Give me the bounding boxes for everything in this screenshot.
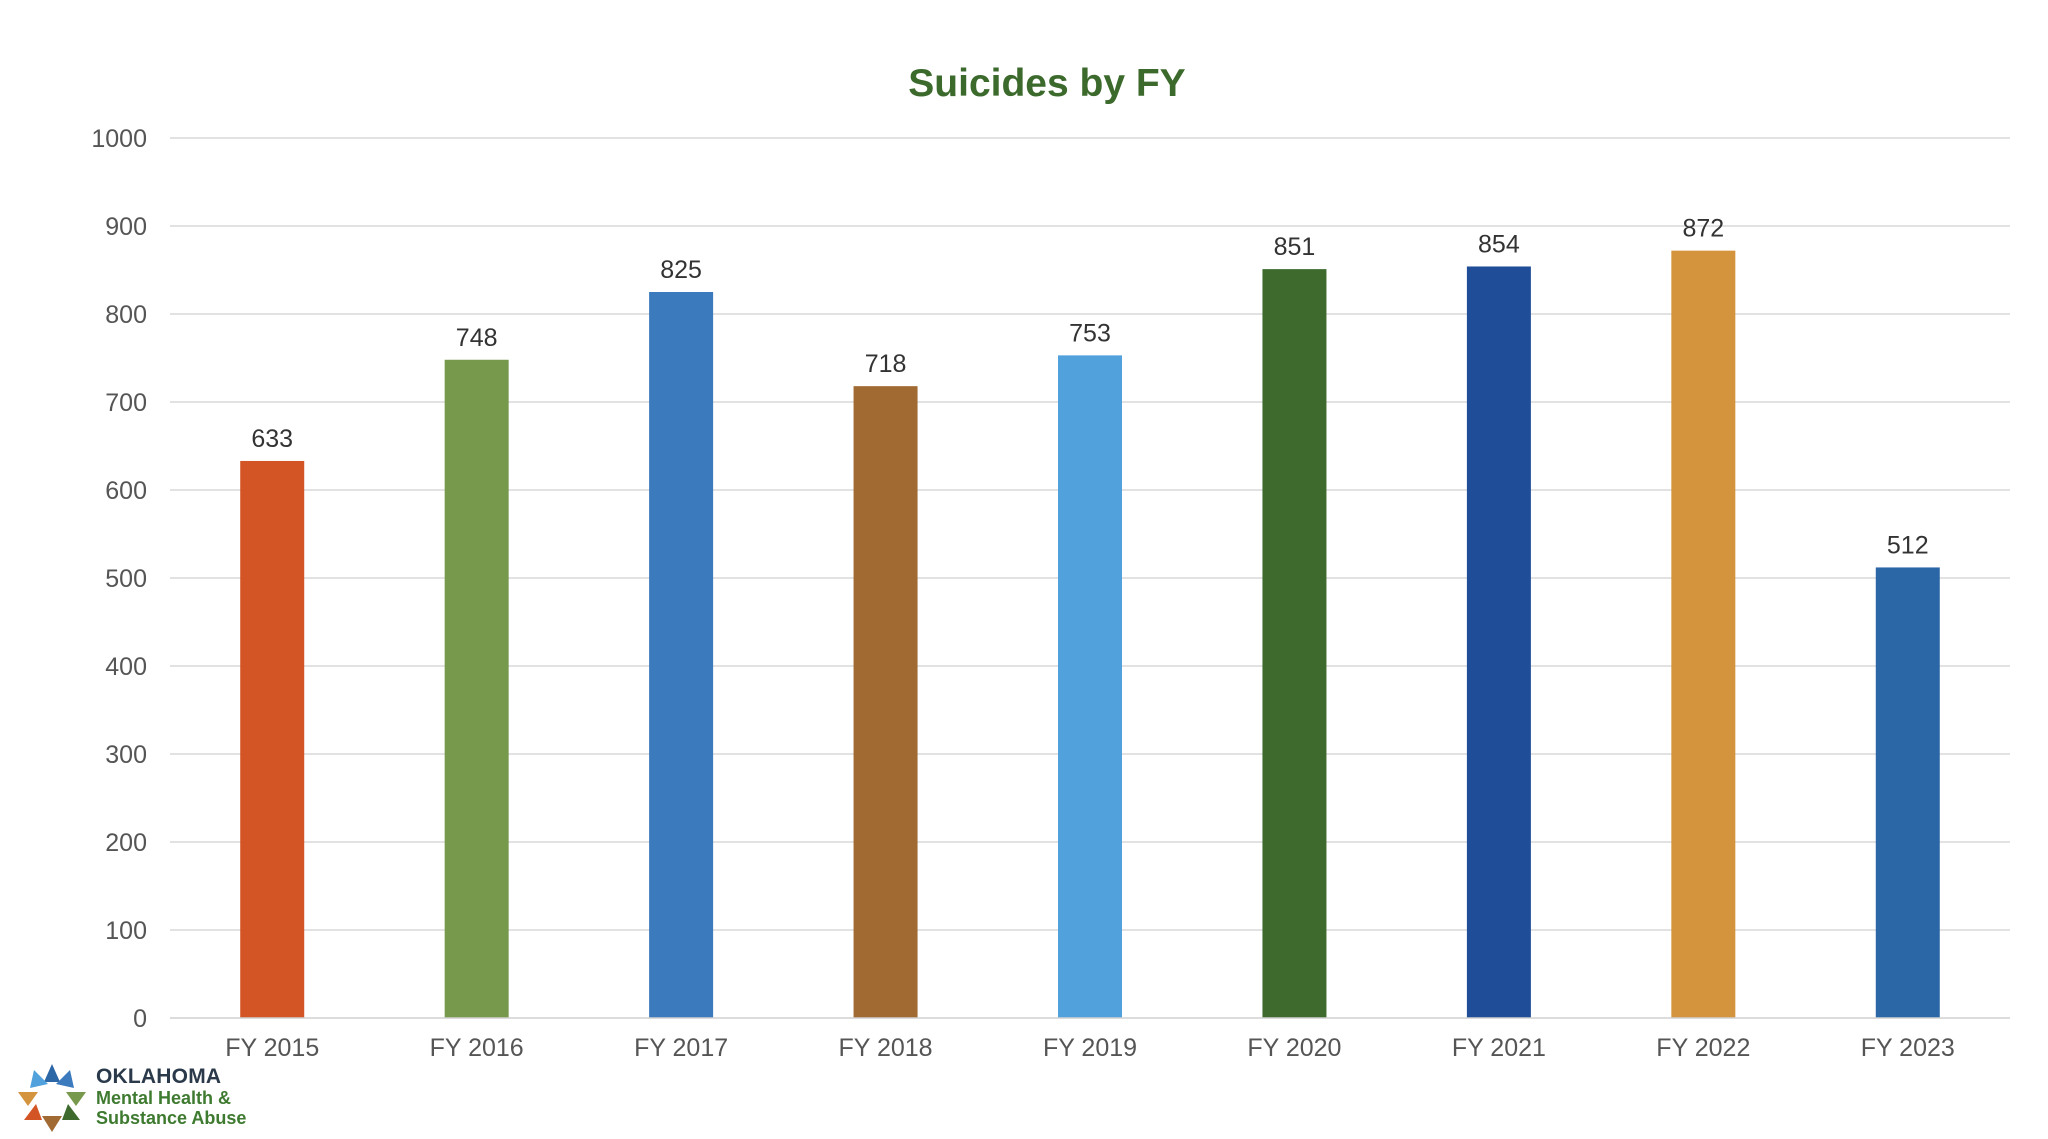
x-tick-label: FY 2016 bbox=[430, 1034, 524, 1062]
y-tick-label: 800 bbox=[105, 301, 147, 329]
y-tick-label: 0 bbox=[133, 1005, 147, 1033]
data-label: 633 bbox=[251, 425, 293, 453]
x-tick-label: FY 2023 bbox=[1861, 1034, 1955, 1062]
y-tick-label: 100 bbox=[105, 917, 147, 945]
x-tick-label: FY 2020 bbox=[1247, 1034, 1341, 1062]
y-tick-label: 600 bbox=[105, 477, 147, 505]
data-label: 825 bbox=[660, 256, 702, 284]
x-tick-label: FY 2021 bbox=[1452, 1034, 1546, 1062]
y-tick-label: 1000 bbox=[91, 125, 147, 153]
bar-fy-2015 bbox=[240, 460, 305, 1019]
data-labels: 633 748 825 718 753 851 854 872 512 bbox=[251, 215, 1928, 560]
data-label: 854 bbox=[1478, 230, 1520, 258]
x-tick-label: FY 2018 bbox=[839, 1034, 933, 1062]
bar-fy-2018 bbox=[853, 386, 918, 1018]
bar-fy-2019 bbox=[1058, 355, 1122, 1018]
y-tick-label: 500 bbox=[105, 565, 147, 593]
agency-logo: OKLAHOMA Mental Health & Substance Abuse bbox=[14, 1062, 284, 1134]
logo-subtitle-line2: Substance Abuse bbox=[96, 1108, 247, 1128]
logo-subtitle-line1: Mental Health & bbox=[96, 1088, 232, 1108]
bar-fy-2022 bbox=[1671, 250, 1736, 1018]
star-logo-icon bbox=[18, 1064, 86, 1132]
chart-title: Suicides by FY bbox=[908, 62, 1185, 105]
y-tick-label: 900 bbox=[105, 213, 147, 241]
bar-fy-2017 bbox=[649, 292, 714, 1018]
logo-title: OKLAHOMA bbox=[96, 1065, 222, 1088]
y-axis-ticks: 0 100 200 300 400 500 600 700 800 900 1000 bbox=[91, 125, 147, 1033]
data-label: 872 bbox=[1682, 215, 1724, 243]
x-tick-label: FY 2022 bbox=[1656, 1034, 1750, 1062]
bar-fy-2020 bbox=[1262, 269, 1327, 1018]
bars bbox=[240, 250, 1940, 1019]
data-label: 748 bbox=[456, 324, 498, 352]
y-tick-label: 200 bbox=[105, 829, 147, 857]
x-tick-label: FY 2019 bbox=[1043, 1034, 1137, 1062]
bar-fy-2021 bbox=[1466, 266, 1531, 1019]
bar-fy-2023 bbox=[1875, 567, 1940, 1018]
y-tick-label: 700 bbox=[105, 389, 147, 417]
data-label: 718 bbox=[865, 350, 907, 378]
x-axis-ticks: FY 2015 FY 2016 FY 2017 FY 2018 FY 2019 FY 20… bbox=[225, 1034, 1955, 1062]
data-label: 512 bbox=[1887, 531, 1929, 559]
data-label: 851 bbox=[1274, 233, 1316, 261]
bar-fy-2016 bbox=[444, 359, 509, 1018]
x-tick-label: FY 2017 bbox=[634, 1034, 728, 1062]
x-tick-label: FY 2015 bbox=[225, 1034, 319, 1062]
y-tick-label: 400 bbox=[105, 653, 147, 681]
y-tick-label: 300 bbox=[105, 741, 147, 769]
data-label: 753 bbox=[1069, 319, 1111, 347]
